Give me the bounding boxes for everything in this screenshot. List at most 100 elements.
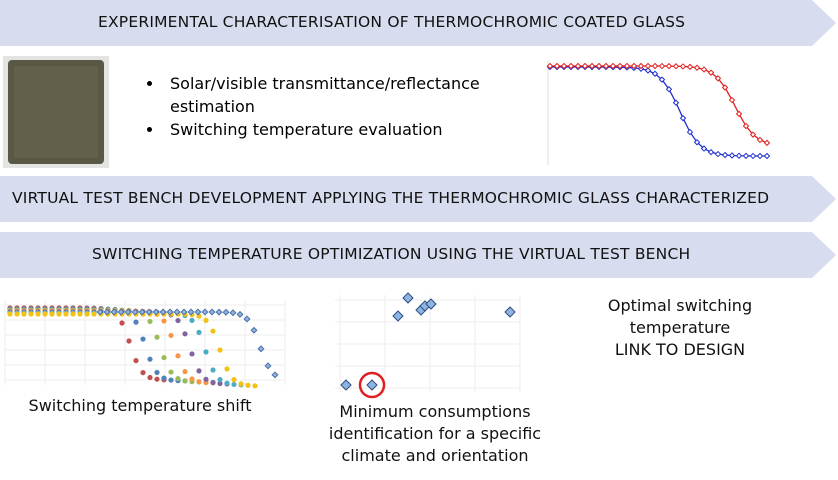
marker — [714, 75, 722, 82]
caption: Optimal switching temperature LINK TO DE… — [580, 295, 780, 361]
marker — [567, 62, 575, 70]
marker — [243, 315, 251, 323]
marker — [665, 62, 673, 70]
marker — [110, 308, 118, 316]
marker — [707, 69, 715, 76]
marker — [560, 62, 568, 70]
minimum-chart — [335, 292, 521, 392]
dot — [182, 331, 188, 337]
dot — [140, 336, 146, 342]
marker — [257, 345, 265, 353]
marker — [229, 309, 237, 317]
dot — [217, 380, 223, 387]
caption-line: climate and orientation — [341, 446, 529, 465]
dot — [21, 311, 27, 317]
dot — [210, 379, 216, 386]
marker — [735, 152, 743, 159]
marker — [658, 62, 666, 70]
glass-sample-inner — [14, 66, 98, 158]
marker — [700, 66, 708, 73]
banner-shapes — [0, 0, 836, 278]
marker — [402, 292, 414, 304]
dot — [7, 311, 13, 317]
marker — [721, 84, 729, 91]
dot — [42, 311, 48, 317]
dot — [35, 311, 41, 317]
marker — [742, 122, 750, 130]
caption-line: Minimum consumptions — [339, 402, 531, 421]
banner-text: VIRTUAL TEST BENCH DEVELOPMENT APPLYING … — [12, 189, 770, 207]
marker — [700, 145, 708, 152]
dot — [49, 311, 55, 317]
marker — [145, 308, 153, 316]
marker — [574, 62, 582, 70]
dot — [189, 317, 195, 324]
marker — [138, 308, 146, 316]
marker — [152, 308, 160, 316]
marker — [742, 152, 750, 160]
marker — [180, 308, 188, 316]
dot — [161, 375, 167, 381]
marker — [672, 99, 680, 106]
marker — [644, 62, 652, 70]
marker — [553, 62, 561, 70]
dot — [133, 319, 139, 325]
dot — [245, 382, 251, 388]
bullet-list: Solar/visible transmittance/reflectance … — [140, 72, 524, 141]
marker — [595, 62, 603, 70]
dot — [175, 353, 181, 359]
dot — [203, 317, 209, 323]
caption-line: Optimal switching — [607, 296, 753, 315]
dot — [210, 328, 216, 334]
dot — [147, 318, 153, 325]
marker — [714, 150, 722, 158]
caption: Minimum consumptions identification for … — [310, 401, 560, 467]
dot — [203, 349, 209, 355]
marker — [340, 379, 352, 391]
marker — [250, 326, 258, 334]
marker — [763, 139, 771, 147]
marker — [187, 308, 195, 316]
dot — [161, 354, 167, 361]
marker — [616, 62, 624, 70]
marker — [735, 110, 743, 118]
marker — [173, 308, 181, 316]
marker — [651, 70, 659, 77]
marker — [658, 76, 666, 83]
marker — [546, 62, 554, 70]
marker — [609, 62, 617, 70]
dot — [238, 381, 244, 387]
dot — [154, 376, 160, 382]
bullet: Solar/visible transmittance/reflectance … — [164, 72, 524, 118]
dot — [56, 311, 62, 317]
marker — [504, 306, 516, 318]
marker — [166, 308, 174, 316]
dot — [217, 347, 223, 353]
marker — [651, 62, 659, 70]
dot — [154, 334, 160, 340]
dot — [140, 369, 146, 376]
dot — [196, 329, 202, 335]
marker — [756, 136, 764, 144]
dot — [14, 311, 20, 317]
dot — [252, 383, 258, 389]
marker — [728, 96, 736, 104]
dot — [133, 358, 139, 364]
dot — [217, 376, 223, 383]
marker — [117, 308, 125, 316]
shift-chart — [4, 300, 286, 389]
marker — [201, 308, 209, 316]
transmittance-curves — [546, 60, 771, 165]
dot — [168, 332, 174, 339]
dot — [189, 351, 195, 357]
marker — [588, 62, 596, 70]
marker — [749, 131, 757, 138]
marker — [215, 308, 223, 316]
dot — [119, 320, 125, 326]
caption: Switching temperature shift — [28, 396, 252, 415]
marker — [222, 308, 230, 316]
marker — [194, 308, 202, 316]
dot — [175, 317, 181, 324]
marker — [96, 308, 104, 316]
dot — [154, 369, 160, 376]
